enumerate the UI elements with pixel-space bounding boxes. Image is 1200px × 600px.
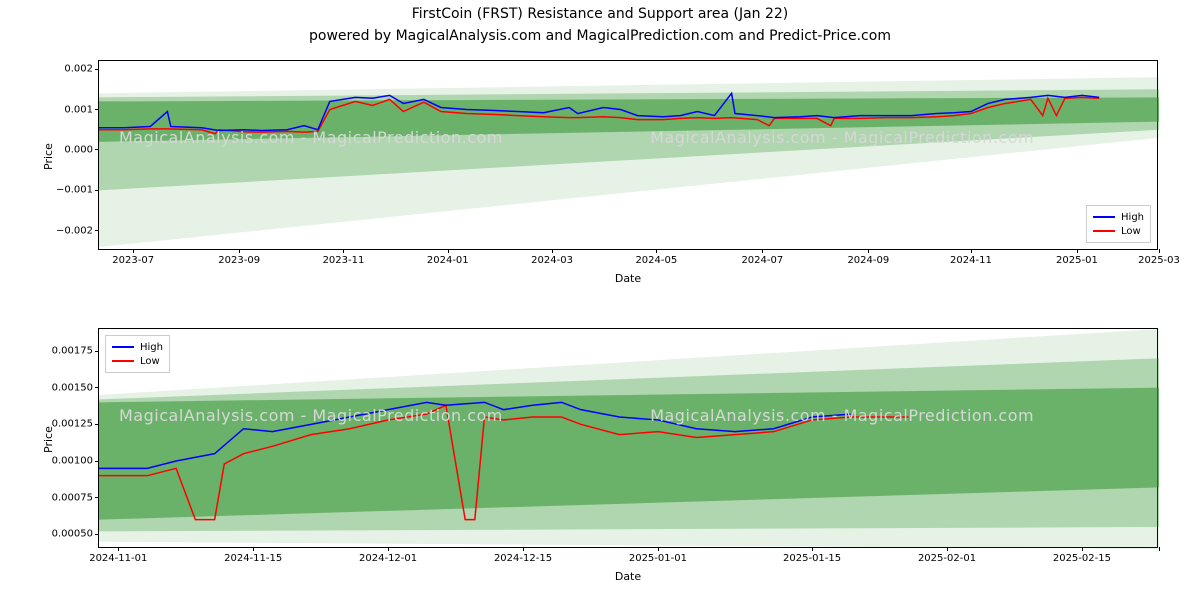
y-tick-label: 0.00100 bbox=[43, 456, 93, 467]
x-tick-label: 2024-11 bbox=[950, 255, 992, 266]
legend-label: Low bbox=[1121, 226, 1141, 237]
x-tick-label: 2025-02-15 bbox=[1053, 553, 1111, 564]
x-tick-label: 2023-09 bbox=[218, 255, 260, 266]
y-tick-label: −0.002 bbox=[43, 225, 93, 236]
y-tick-label: −0.001 bbox=[43, 185, 93, 196]
x-axis-label: Date bbox=[98, 570, 1158, 583]
figure: FirstCoin (FRST) Resistance and Support … bbox=[0, 0, 1200, 600]
legend-item-high: High bbox=[112, 340, 163, 354]
legend-swatch-low bbox=[112, 360, 134, 362]
legend-box: High Low bbox=[105, 335, 170, 373]
y-axis-label: Price bbox=[42, 426, 55, 453]
x-tick-label: 2024-09 bbox=[847, 255, 889, 266]
y-tick-label: 0.002 bbox=[43, 64, 93, 75]
legend-swatch-low bbox=[1093, 230, 1115, 232]
legend-box: High Low bbox=[1086, 205, 1151, 243]
y-tick-label: 0.00150 bbox=[43, 382, 93, 393]
legend-item-low: Low bbox=[112, 354, 163, 368]
y-tick-label: 0.00075 bbox=[43, 492, 93, 503]
legend-label: Low bbox=[140, 356, 160, 367]
x-tick-label: 2024-01 bbox=[427, 255, 469, 266]
x-tick-label: 2024-11-15 bbox=[224, 553, 282, 564]
x-tick-label: 2024-03 bbox=[531, 255, 573, 266]
x-axis-label: Date bbox=[98, 272, 1158, 285]
y-axis-label: Price bbox=[42, 143, 55, 170]
x-tick-label: 2024-07 bbox=[741, 255, 783, 266]
chart-subtitle: powered by MagicalAnalysis.com and Magic… bbox=[0, 28, 1200, 44]
x-tick-label: 2025-01-15 bbox=[783, 553, 841, 564]
x-tick-label: 2025-01 bbox=[1056, 255, 1098, 266]
bottom-chart-panel: MagicalAnalysis.com - MagicalPrediction.… bbox=[98, 328, 1158, 548]
x-tick-label: 2023-07 bbox=[112, 255, 154, 266]
legend-swatch-high bbox=[1093, 216, 1115, 218]
legend-label: High bbox=[140, 342, 163, 353]
legend-item-low: Low bbox=[1093, 224, 1144, 238]
x-tick-label: 2024-12-15 bbox=[494, 553, 552, 564]
x-tick-label: 2025-03 bbox=[1138, 255, 1180, 266]
legend-item-high: High bbox=[1093, 210, 1144, 224]
x-tick-label: 2024-11-01 bbox=[89, 553, 147, 564]
chart-title: FirstCoin (FRST) Resistance and Support … bbox=[0, 6, 1200, 22]
legend-swatch-high bbox=[112, 346, 134, 348]
x-tick-label: 2024-12-01 bbox=[359, 553, 417, 564]
y-tick-label: 0.001 bbox=[43, 104, 93, 115]
top-chart-svg bbox=[99, 61, 1159, 251]
x-tick-label: 2025-01-01 bbox=[629, 553, 687, 564]
y-tick-label: 0.00050 bbox=[43, 529, 93, 540]
legend-label: High bbox=[1121, 212, 1144, 223]
top-chart-panel: MagicalAnalysis.com - MagicalPrediction.… bbox=[98, 60, 1158, 250]
x-tick-label: 2024-05 bbox=[635, 255, 677, 266]
x-tick-label: 2023-11 bbox=[323, 255, 365, 266]
y-tick-label: 0.00175 bbox=[43, 346, 93, 357]
bottom-chart-svg bbox=[99, 329, 1159, 549]
x-tick-label: 2025-02-01 bbox=[918, 553, 976, 564]
